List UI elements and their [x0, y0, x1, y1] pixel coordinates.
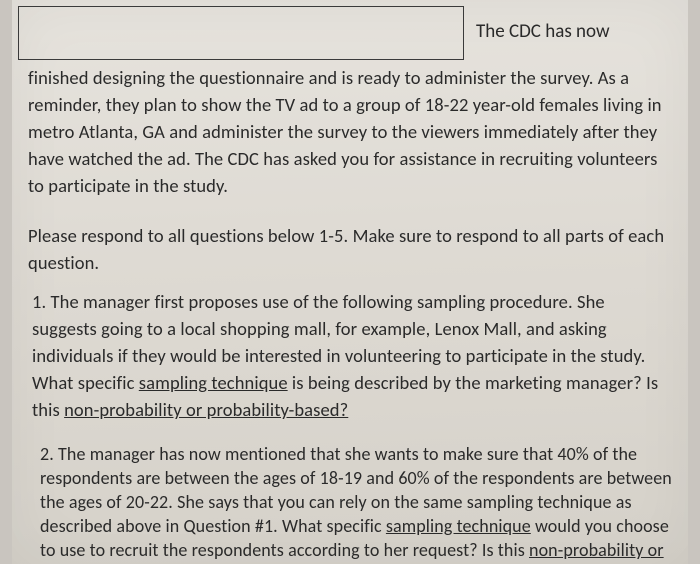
- question-1: 1. The manager first proposes use of the…: [32, 288, 672, 423]
- question-2: 2. The manager has now mentioned that sh…: [40, 442, 672, 564]
- intro-body-text: finished designing the questionnaire and…: [28, 64, 672, 199]
- text-cursor: ll: [552, 222, 561, 249]
- answer-input-box[interactable]: [18, 6, 464, 60]
- intro-lead-text: The CDC has now: [476, 20, 610, 43]
- instruction-part1: Please respond to all questions below 1-…: [28, 224, 552, 247]
- q1-underline-1: sampling technique: [139, 371, 288, 394]
- document-page: The CDC has now finished designing the q…: [12, 0, 688, 564]
- instruction-text: Please respond to all questions below 1-…: [28, 222, 672, 276]
- q1-underline-2: non-probability or probability-based?: [64, 398, 348, 421]
- q2-underline-1: sampling technique: [386, 515, 531, 537]
